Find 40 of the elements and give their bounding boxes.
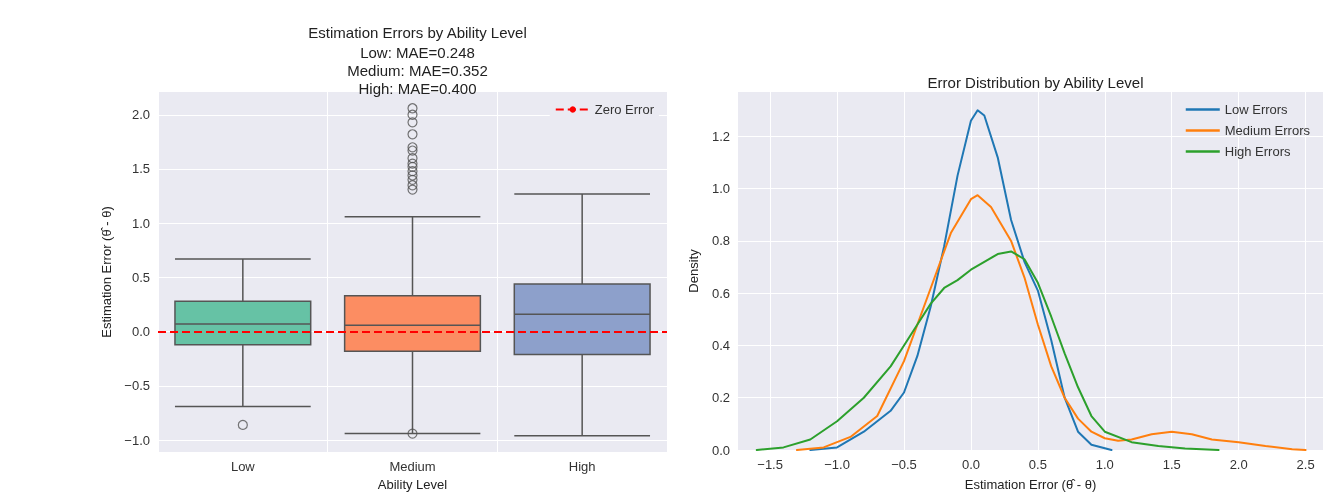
y-tick-label: 0.2 [711,390,730,406]
x-tick-label: −0.5 [891,457,917,472]
y-axis-title: Estimation Error (θ̂ - θ) [99,206,115,338]
y-tick-label: 0.4 [711,337,730,353]
legend-label: Low Errors [1224,102,1289,117]
x-tick-label: 2.0 [1229,457,1248,472]
x-tick-label: 0.5 [1028,457,1047,472]
y-tick-label: 0.6 [711,285,730,301]
chart-subtitle: Low: MAE=0.248 Medium: MAE=0.352 High: MAE=0.400 [347,43,488,97]
line-series [755,250,1220,451]
y-tick-label: 0.5 [131,269,150,285]
y-tick-label: −0.5 [124,378,150,394]
y-tick-label: 2.0 [131,107,150,123]
x-tick-label: 1.5 [1162,457,1181,472]
y-tick-label: 0.0 [131,324,150,340]
legend-label: High Errors [1224,144,1291,159]
legend-label: Zero Error [594,102,655,117]
x-tick-label: Medium [389,459,436,474]
line-series [809,109,1113,451]
line-series [795,194,1307,451]
x-tick-label: Low [230,459,256,474]
y-axis-title: Density [686,248,701,293]
x-tick-label: 2.5 [1296,457,1315,472]
y-tick-label: 1.5 [131,161,150,177]
x-tick-label: −1.5 [757,457,783,472]
chart-title: Estimation Errors by Ability Level [308,23,527,41]
x-tick-label: 0.0 [961,457,980,472]
y-tick-label: −1.0 [124,432,150,448]
x-tick-label: −1.0 [824,457,850,472]
y-tick-label: 1.0 [711,181,730,197]
y-tick-label: 0.0 [711,442,730,458]
x-axis-title: Ability Level [377,477,448,492]
x-tick-label: High [568,459,596,474]
y-tick-label: 0.8 [711,233,730,249]
x-axis-title: Estimation Error (θ̂ - θ) [964,477,1097,492]
legend-label: Medium Errors [1224,123,1311,138]
x-tick-label: 1.0 [1095,457,1114,472]
y-tick-label: 1.2 [711,128,730,144]
y-tick-label: 1.0 [131,215,150,231]
chart-title: Error Distribution by Ability Level [927,74,1144,91]
